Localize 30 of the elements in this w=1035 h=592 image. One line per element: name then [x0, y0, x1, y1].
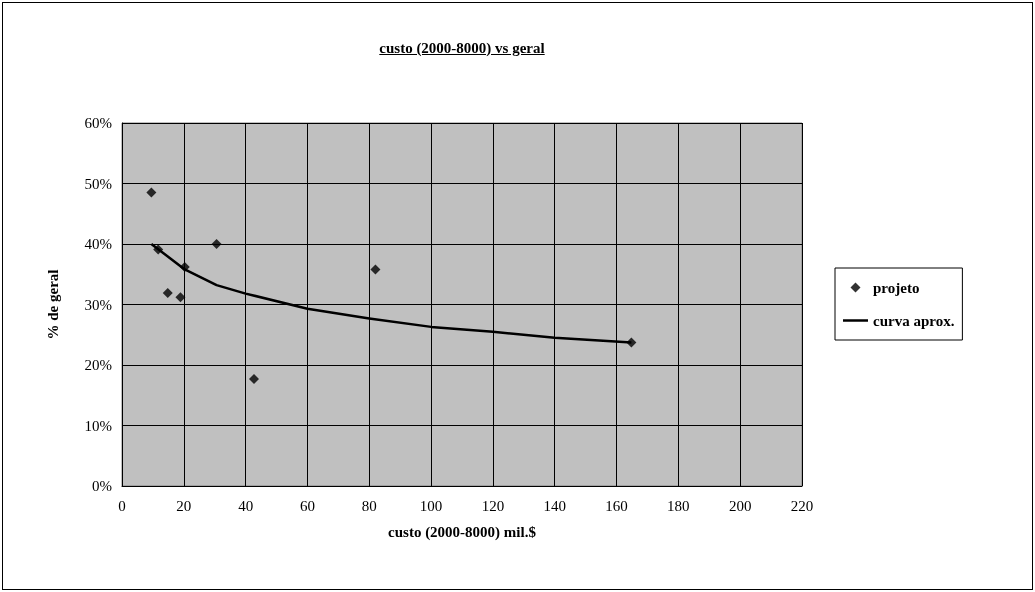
y-tick-label: 30%	[84, 296, 112, 313]
point	[175, 292, 186, 303]
y-tick-label: 50%	[84, 175, 112, 192]
point	[211, 239, 222, 249]
x-tick-label: 0	[118, 497, 126, 514]
x-tick-label: 60	[299, 497, 315, 514]
x-tick-label: 120	[481, 497, 505, 514]
x-axis-title: custo (2000-8000) mil.$	[388, 523, 537, 541]
x-tick-label: 80	[361, 497, 377, 514]
legend-label: projeto	[873, 279, 920, 296]
point	[370, 264, 381, 275]
x-tick-label: 20	[176, 497, 192, 514]
x-tick-label: 220	[790, 497, 814, 514]
y-tick-label: 40%	[84, 236, 112, 252]
x-tick-label: 40	[238, 497, 254, 514]
y-tick-label: 10%	[84, 417, 112, 434]
point	[162, 288, 173, 299]
x-tick-label: 180	[667, 497, 690, 514]
chart-title: custo (2000-8000) vs geral	[378, 40, 546, 57]
x-tick-label: 160	[605, 497, 628, 514]
y-tick-label: 60%	[84, 115, 112, 131]
y-tick-label: 0%	[92, 478, 112, 494]
point	[248, 373, 259, 384]
y-axis-title: % de geral	[44, 269, 61, 340]
x-tick-label: 140	[543, 497, 566, 514]
point	[146, 187, 157, 198]
y-tick-label: 20%	[84, 357, 112, 373]
x-tick-label: 100	[419, 497, 443, 514]
legend-label: curva aprox.	[873, 312, 955, 329]
x-tick-label: 200	[728, 497, 752, 514]
